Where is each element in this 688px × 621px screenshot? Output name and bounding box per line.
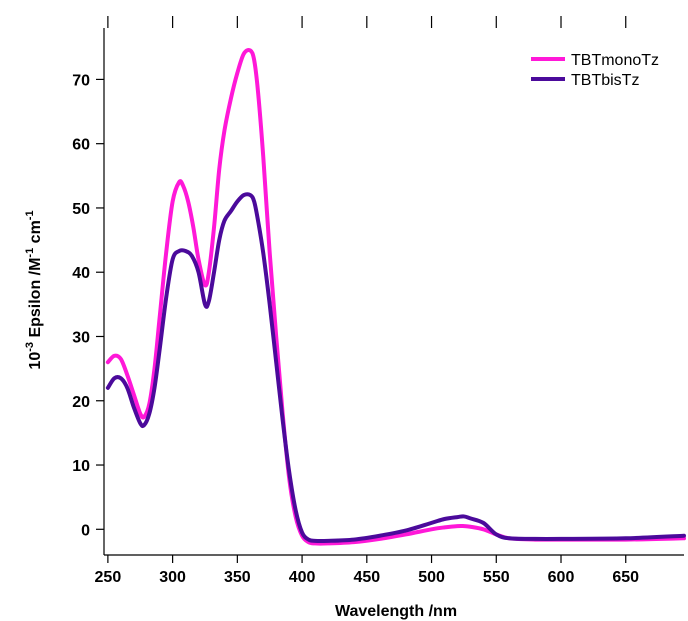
x-tick-label: 300: [159, 569, 186, 586]
y-axis-label-base: 10: [27, 352, 44, 370]
plot-frame: [104, 28, 684, 555]
x-tick-label: 450: [353, 569, 380, 586]
legend-label-tbtbistz: TBTbisTz: [571, 72, 639, 89]
y-axis-label-base-sup: -3: [24, 342, 36, 352]
x-tick-label: 350: [224, 569, 251, 586]
y-axis-label-unit1-sup: -1: [24, 248, 36, 258]
series-line-tbtmonotz: [108, 50, 684, 544]
y-tick-label: 20: [72, 394, 90, 411]
y-tick-label: 70: [72, 72, 90, 89]
series-layer: [108, 50, 684, 544]
y-tick-label: 30: [72, 329, 90, 346]
x-axis-label: Wavelength /nm: [335, 603, 457, 620]
x-tick-label: 650: [612, 569, 639, 586]
y-tick-label: 0: [81, 522, 90, 539]
y-tick-label: 10: [72, 458, 90, 475]
y-axis-label-unit2: cm: [27, 220, 44, 243]
x-tick-label: 600: [548, 569, 575, 586]
legend: TBTmonoTz TBTbisTz: [531, 52, 659, 89]
y-axis-label: 10-3 Epsilon /M-1 cm-1: [24, 210, 44, 369]
y-tick-label: 50: [72, 201, 90, 218]
y-axis-label-text: Epsilon /M: [27, 258, 44, 338]
y-tick-label: 60: [72, 137, 90, 154]
y-axis: 0 10 20 30 40 50 60 70: [72, 72, 104, 539]
x-axis: 250 300 350 400 450 500 550 600 650: [95, 16, 640, 586]
legend-label-tbtmonotz: TBTmonoTz: [571, 52, 659, 69]
x-tick-label: 550: [483, 569, 510, 586]
x-tick-label: 400: [289, 569, 316, 586]
x-tick-label: 250: [95, 569, 122, 586]
x-tick-label: 500: [418, 569, 445, 586]
y-tick-label: 40: [72, 265, 90, 282]
y-axis-label-unit2-sup: -1: [24, 210, 36, 220]
